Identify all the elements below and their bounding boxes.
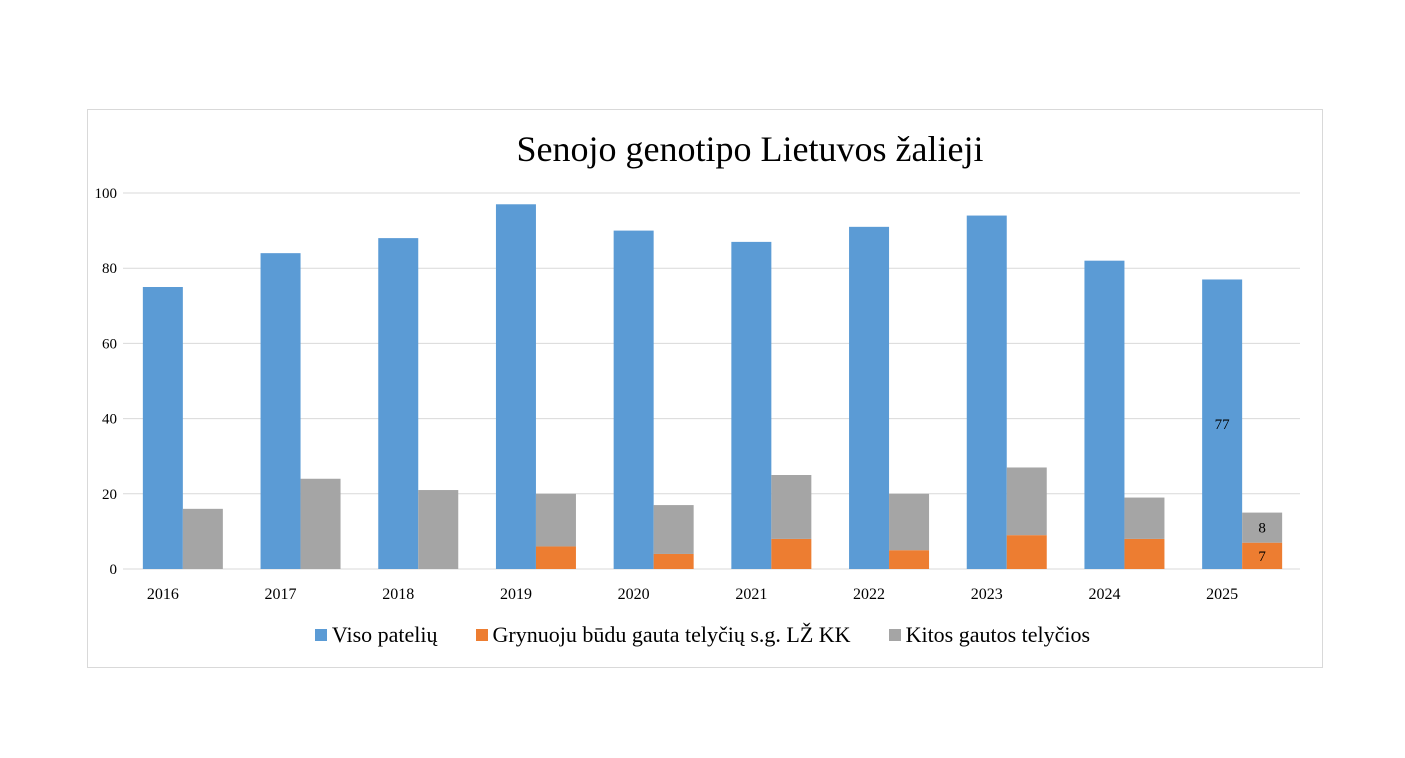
bar-viso-pateliu [731, 241, 772, 569]
legend-swatch [314, 629, 327, 641]
y-tick-label: 40 [102, 412, 117, 428]
bar-kitos [1006, 467, 1047, 536]
bar-kitos [1242, 512, 1283, 543]
x-tick-label: 2021 [735, 586, 767, 603]
bar-grynuoju [1242, 542, 1283, 569]
legend-label: Viso patelių [331, 622, 438, 647]
bar-kitos [653, 505, 694, 554]
y-tick-label: 80 [102, 261, 117, 277]
y-tick-label: 60 [102, 336, 117, 352]
legend-item: Kitos gautos telyčios [888, 622, 1091, 648]
bar-grynuoju [535, 546, 576, 569]
y-tick-label: 0 [110, 562, 118, 578]
bar-kitos [182, 508, 223, 569]
bar-grynuoju [653, 553, 694, 569]
bar-kitos [889, 493, 930, 551]
bar-viso-pateliu [260, 253, 301, 569]
x-tick-label: 2022 [853, 586, 885, 603]
x-tick-label: 2017 [265, 586, 297, 603]
x-tick-label: 2020 [618, 586, 650, 603]
legend-label: Grynuoju būdu gauta telyčių s.g. LŽ KK [492, 622, 851, 647]
bar-viso-pateliu [378, 238, 419, 569]
bar-kitos [300, 478, 341, 569]
legend-swatch [888, 629, 901, 641]
chart-frame [87, 109, 1323, 668]
x-tick-label: 2018 [382, 586, 414, 603]
legend-label: Kitos gautos telyčios [905, 622, 1091, 647]
bar-viso-pateliu [1084, 260, 1125, 569]
y-tick-label: 20 [102, 487, 117, 503]
chart-title: Senojo genotipo Lietuvos žalieji [516, 129, 984, 169]
bar-viso-pateliu [966, 215, 1007, 569]
bar-kitos [418, 490, 459, 569]
bar-kitos [771, 475, 812, 539]
x-tick-label: 2025 [1206, 586, 1238, 603]
x-tick-label: 2016 [147, 586, 179, 603]
bar-viso-pateliu [849, 226, 890, 569]
x-tick-label: 2024 [1088, 586, 1120, 603]
bar-grynuoju [1124, 538, 1165, 569]
legend-item: Viso patelių [314, 622, 438, 648]
bar-viso-pateliu [613, 230, 654, 569]
bar-viso-pateliu [495, 204, 536, 569]
bar-grynuoju [1006, 535, 1047, 569]
legend-swatch [475, 629, 488, 641]
data-label: 7 [1258, 549, 1266, 565]
bar-kitos [535, 493, 576, 547]
y-tick-label: 100 [95, 186, 118, 202]
legend-item: Grynuoju būdu gauta telyčių s.g. LŽ KK [475, 622, 851, 648]
data-label: 8 [1258, 521, 1266, 537]
legend: Viso patelių Grynuoju būdu gauta telyčių … [0, 622, 1405, 648]
x-tick-label: 2023 [971, 586, 1003, 603]
bar-grynuoju [889, 550, 930, 569]
bar-grynuoju [771, 538, 812, 569]
bar-kitos [1124, 497, 1165, 539]
x-tick-label: 2019 [500, 586, 532, 603]
bar-viso-pateliu [1202, 279, 1243, 569]
data-label: 77 [1215, 417, 1231, 433]
bar-viso-pateliu [142, 287, 183, 569]
